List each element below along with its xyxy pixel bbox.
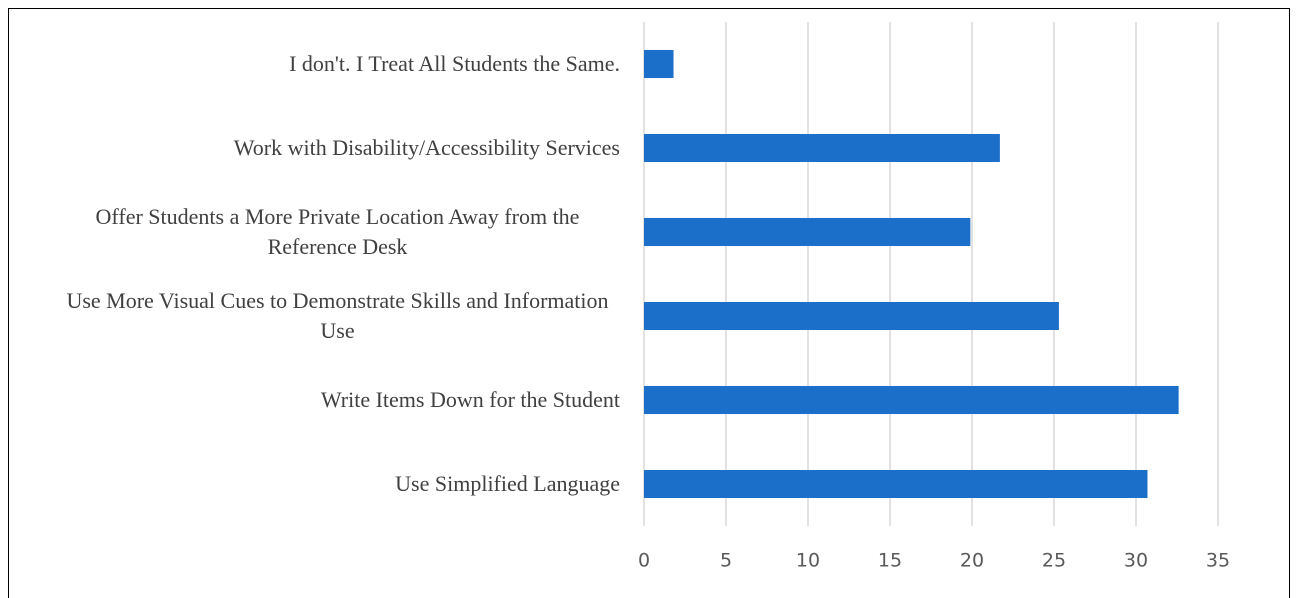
category-label: Write Items Down for the Student [20,385,620,415]
x-tick-label: 15 [878,550,902,572]
bar [644,302,1059,330]
bar [644,470,1148,498]
category-text: Offer Students a More Private Location A… [95,204,580,259]
bar [644,218,971,246]
category-label: Use More Visual Cues to Demonstrate Skil… [20,286,620,346]
category-text: Use More Visual Cues to Demonstrate Skil… [66,288,609,343]
bar [644,386,1179,414]
category-label: Work with Disability/Accessibility Servi… [20,133,620,163]
x-tick-label: 10 [796,550,820,572]
category-text: Write Items Down for the Student [320,387,620,412]
category-text: I don't. I Treat All Students the Same. [289,51,620,76]
x-tick-label: 5 [720,550,732,572]
bar [644,134,1000,162]
x-tick-label: 35 [1206,550,1230,572]
bar [644,50,674,78]
x-tick-label: 30 [1124,550,1148,572]
x-tick-label: 0 [638,550,650,572]
category-label: I don't. I Treat All Students the Same. [20,49,620,79]
category-text: Use Simplified Language [395,471,620,496]
x-tick-label: 25 [1042,550,1066,572]
category-label: Use Simplified Language [20,469,620,499]
x-tick-label: 20 [960,550,984,572]
category-label: Offer Students a More Private Location A… [20,202,620,262]
frame [8,8,1290,598]
category-text: Work with Disability/Accessibility Servi… [233,135,620,160]
